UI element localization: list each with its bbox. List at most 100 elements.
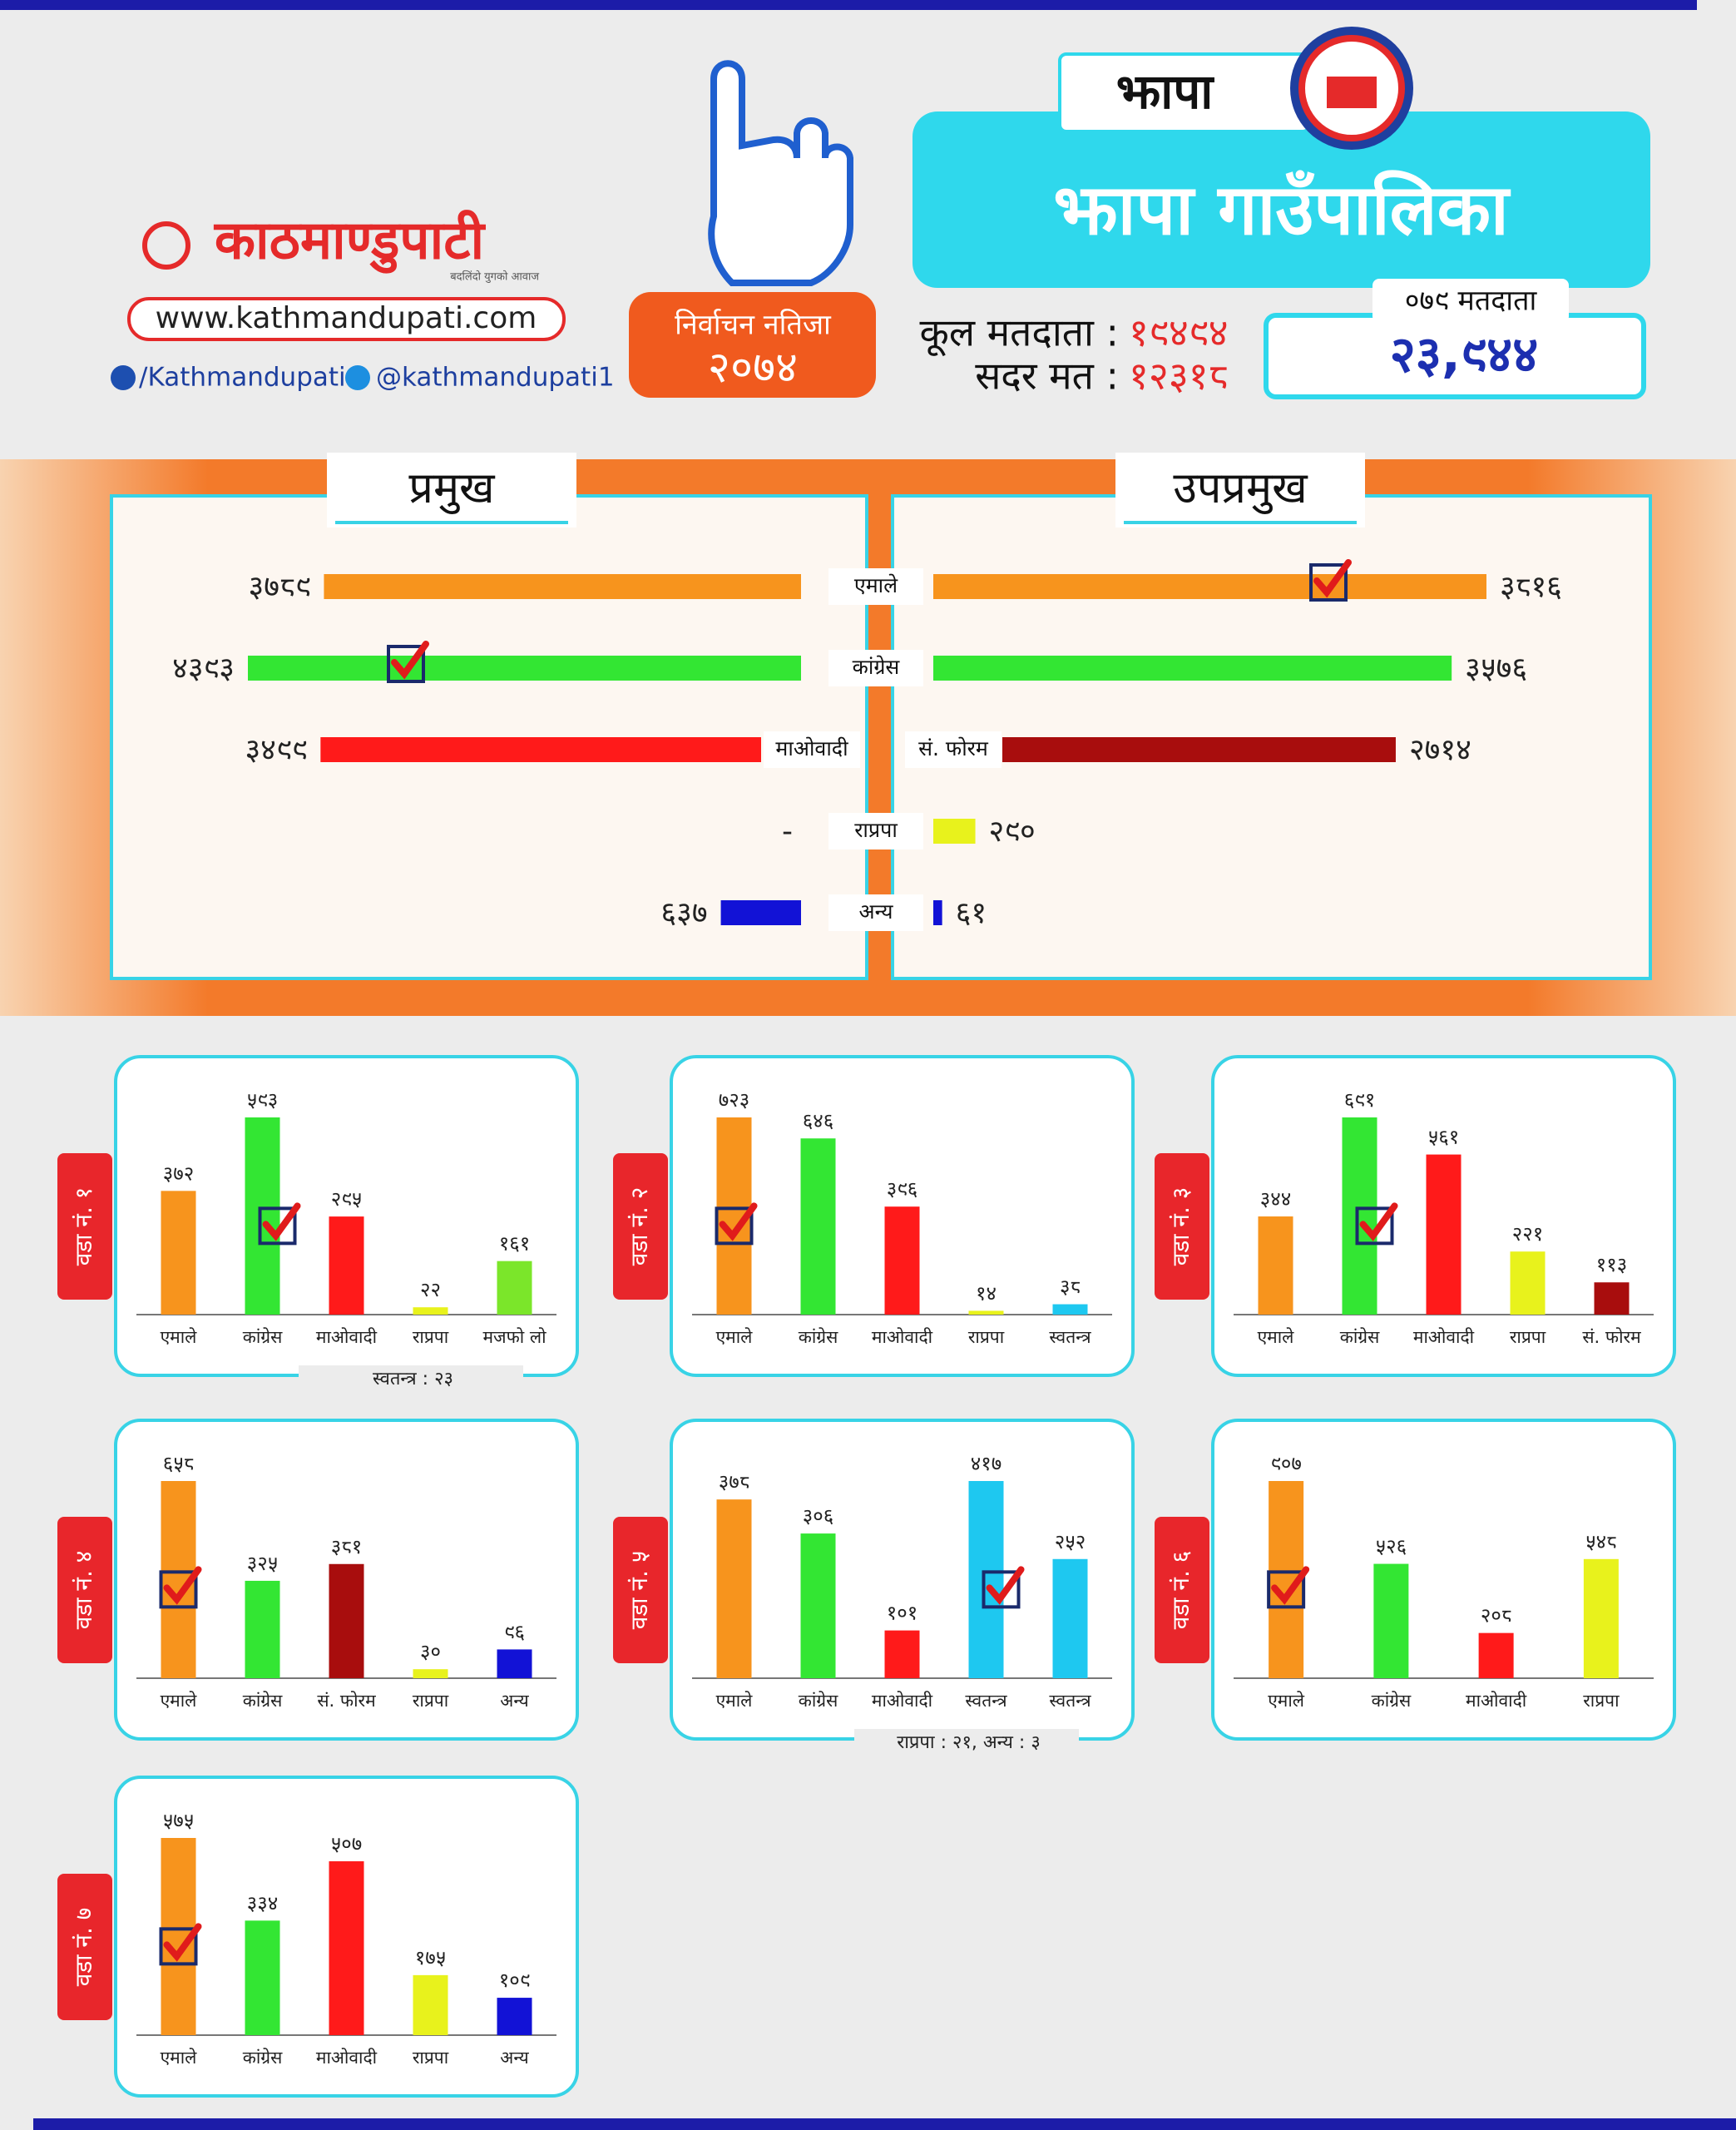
bar <box>1426 1154 1462 1315</box>
check-box <box>159 1927 198 1966</box>
ward-charts: वडा नं. १ ३७२ एमाले ५९३ कांग्रेस २९५ माओवादी २२… <box>57 1055 1676 2098</box>
value-label: ३४४ <box>1260 1187 1291 1211</box>
bar <box>968 1310 1004 1315</box>
value-label: ३९६ <box>887 1177 917 1201</box>
ward-title: वडा नं. ७ <box>70 1908 97 1987</box>
row-label-box <box>764 731 860 768</box>
bar <box>320 737 762 762</box>
value-label: २२१ <box>1512 1222 1543 1246</box>
winner-check <box>258 1202 301 1246</box>
x-tick-label: एमाले <box>161 1327 198 1347</box>
x-tick-label: अन्य <box>500 1691 529 1711</box>
x-tick-label: माओवादी <box>316 2048 378 2068</box>
badge <box>629 292 876 398</box>
value-label: ५४८ <box>1585 1530 1616 1553</box>
facebook-icon <box>111 365 136 390</box>
winner-check <box>1267 1566 1310 1609</box>
winner-check <box>159 1923 202 1966</box>
x-tick-label: राप्रपा <box>1510 1327 1546 1347</box>
ward-tab <box>57 1153 112 1300</box>
x-tick-label: कांग्रेस <box>1340 1327 1380 1347</box>
x-tick-label: कांग्रेस <box>799 1327 838 1347</box>
value-label: ६४६ <box>803 1109 833 1132</box>
bar <box>800 1138 836 1315</box>
voters-079-label: ०७९ मतदाता <box>1405 285 1538 318</box>
bar <box>324 574 801 599</box>
bar <box>413 1307 448 1315</box>
x-tick-label: राप्रपा <box>413 1691 449 1711</box>
note-box <box>854 1729 1079 1757</box>
value-label: ९६ <box>504 1620 525 1643</box>
ward-chart: वडा नं. १ ३७२ एमाले ५९३ कांग्रेस २९५ माओवादी २२… <box>57 1055 579 1394</box>
series-tab <box>1115 453 1365 528</box>
check-box <box>258 1206 297 1246</box>
category-box <box>828 813 923 850</box>
category-box <box>828 650 923 686</box>
value-label: ११३ <box>1596 1253 1627 1276</box>
top-stripe <box>0 0 1697 10</box>
value-label: ५९३ <box>247 1088 278 1112</box>
x-tick-label: स्वतन्त्र <box>1049 1691 1091 1711</box>
row-label-box <box>905 731 1002 768</box>
value-label: ६१ <box>956 896 987 930</box>
value-label: ४३९३ <box>172 651 235 686</box>
ballot-box <box>1327 77 1377 108</box>
category-label: एमाले <box>854 573 898 597</box>
voters-079: २३,९४४ <box>1390 326 1539 384</box>
website: www.kathmandupati.com <box>156 301 537 335</box>
x-tick-label: कांग्रेस <box>1372 1691 1412 1711</box>
value-label: ३८१६ <box>1500 570 1562 604</box>
bar <box>933 819 976 844</box>
bar <box>1342 1117 1377 1315</box>
x-tick-label: एमाले <box>161 2048 198 2068</box>
bar <box>884 1630 920 1678</box>
check-mark <box>1271 1566 1310 1605</box>
bar <box>1478 1632 1514 1678</box>
x-tick-label: एमाले <box>1258 1327 1295 1347</box>
bar <box>933 656 1452 681</box>
x-tick-label: सं. फोरम <box>1582 1327 1641 1347</box>
value-label: १४ <box>976 1281 997 1305</box>
check-box <box>1355 1206 1394 1246</box>
check-mark <box>163 1923 202 1962</box>
category-box <box>828 568 923 605</box>
ward-tab <box>1155 1153 1209 1300</box>
series-name: उपप्रमुख <box>1173 463 1308 514</box>
bar <box>1258 1216 1293 1315</box>
badge-title: निर्वाचन नतिजा <box>675 309 832 342</box>
x-tick-label: एमाले <box>1268 1691 1305 1711</box>
x-tick-label: राप्रपा <box>413 1327 449 1347</box>
bar <box>413 1669 448 1678</box>
note: स्वतन्त्र : २३ <box>373 1369 453 1389</box>
x-tick-label: एमाले <box>716 1691 754 1711</box>
x-tick-label: कांग्रेस <box>799 1691 838 1711</box>
x-tick-label: सं. फोरम <box>317 1691 376 1711</box>
value-label: ३७२ <box>163 1162 194 1185</box>
bar <box>1373 1563 1409 1678</box>
value-label: ५७५ <box>163 1809 194 1832</box>
note-box <box>299 1365 523 1394</box>
ward-chart: वडा नं. ३ ३४४ एमाले ६९१ कांग्रेस ५६१ माओवादी २२… <box>1155 1055 1676 1377</box>
ward-chart: वडा नं. ४ ६५८ एमाले ३२५ कांग्रेस ३८१ सं. फोरम ३… <box>57 1419 579 1741</box>
row-label: सं. फोरम <box>918 736 989 760</box>
check-mark <box>391 641 429 680</box>
value-label: - <box>782 815 793 849</box>
category-box <box>828 894 923 931</box>
value-label: ६९१ <box>1344 1088 1375 1112</box>
bar <box>245 1580 280 1678</box>
ward-chart: वडा नं. ६ ९०७ एमाले ५२६ कांग्रेस २०८ माओवादी ५४… <box>1155 1419 1676 1741</box>
value-label: ३५७६ <box>1465 651 1527 686</box>
value-label: ३८ <box>1060 1276 1081 1299</box>
value-label: ५६१ <box>1428 1126 1459 1149</box>
bar <box>720 900 801 925</box>
ward-chart: वडा नं. ७ ५७५ एमाले ३३४ कांग्रेस ५०७ माओवादी १७… <box>57 1776 579 2098</box>
x-tick-label: माओवादी <box>872 1327 933 1347</box>
check-box <box>982 1570 1021 1609</box>
bottom-stripe <box>33 2118 1736 2130</box>
bar <box>497 1998 532 2035</box>
ward-chart: वडा नं. २ ७२३ एमाले ६४६ कांग्रेस ३९६ माओवादी १४… <box>613 1055 1135 1377</box>
x-tick-label: कांग्रेस <box>243 2048 283 2068</box>
bar <box>413 1974 448 2035</box>
bar <box>329 1861 364 2035</box>
check-mark <box>719 1202 758 1241</box>
